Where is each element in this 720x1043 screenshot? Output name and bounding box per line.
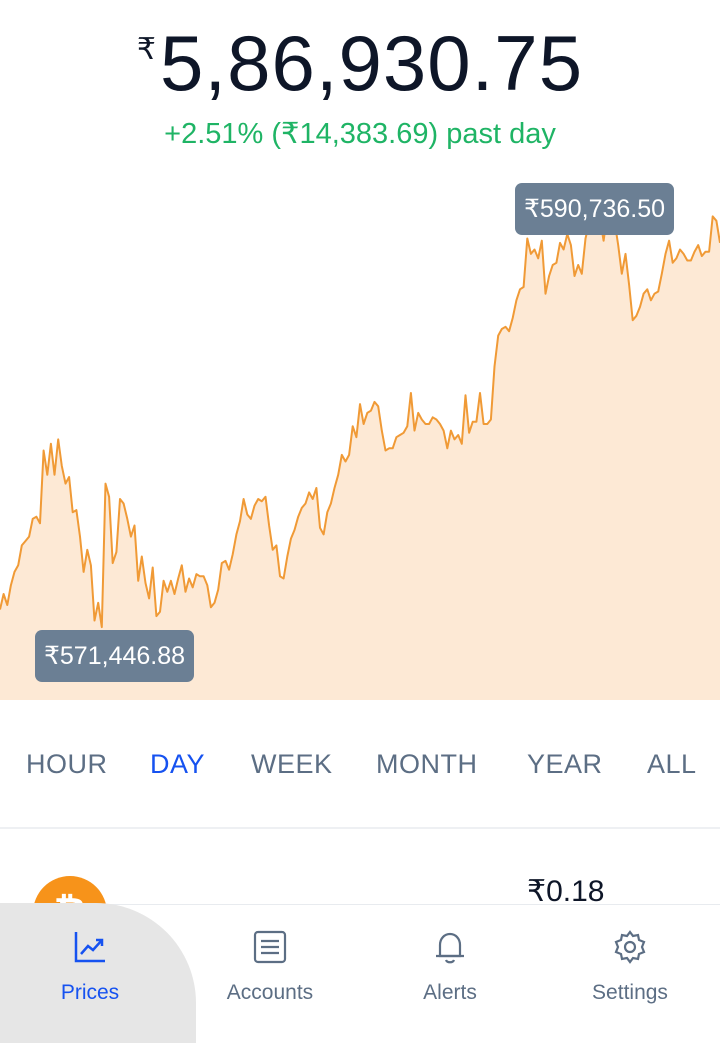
section-divider [0,827,720,829]
nav-prices[interactable]: Prices [0,905,180,1015]
nav-prices-label: Prices [60,981,120,1004]
tab-all[interactable]: ALL [647,749,697,779]
tab-month[interactable]: MONTH [376,749,478,779]
asset-name: .. [252,896,264,910]
price-change: +2.51% (₹14,383.69) past day [164,118,556,150]
gear-icon [614,930,646,964]
chart-area-fill [0,214,720,700]
nav-settings[interactable]: Settings [540,905,720,1015]
tab-year[interactable]: YEAR [527,749,603,779]
nav-alerts-label: Alerts [423,981,477,1004]
nav-accounts[interactable]: Accounts [180,905,360,1015]
price-row: ₹5,86,930.75 [0,18,720,108]
bottom-navigation: Prices Accounts Alerts Settings [0,903,720,1043]
price-chart[interactable]: ₹590,736.50 ₹571,446.88 [0,170,720,700]
nav-settings-label: Settings [592,981,668,1004]
asset-balance: ₹0.18 [527,875,605,908]
price-header: ₹5,86,930.75 +2.51% (₹14,383.69) past da… [0,0,720,170]
list-document-icon [253,930,287,964]
current-price: 5,86,930.75 [160,19,584,107]
asset-row-bitcoin[interactable]: ₿ .. ₹0.18 [0,840,720,910]
tab-day[interactable]: DAY [150,749,206,779]
bell-icon [436,932,464,964]
time-range-tabs: HOUR DAY WEEK MONTH YEAR ALL [0,735,720,795]
chart-high-label: ₹590,736.50 [515,183,675,235]
tab-week[interactable]: WEEK [251,749,333,779]
tab-hour[interactable]: HOUR [26,749,108,779]
chart-low-label: ₹571,446.88 [35,630,195,682]
nav-alerts[interactable]: Alerts [360,905,540,1015]
nav-accounts-label: Accounts [226,981,314,1004]
currency-symbol: ₹ [136,33,157,66]
chart-trend-icon [74,932,105,963]
price-chart-svg[interactable] [0,170,720,700]
